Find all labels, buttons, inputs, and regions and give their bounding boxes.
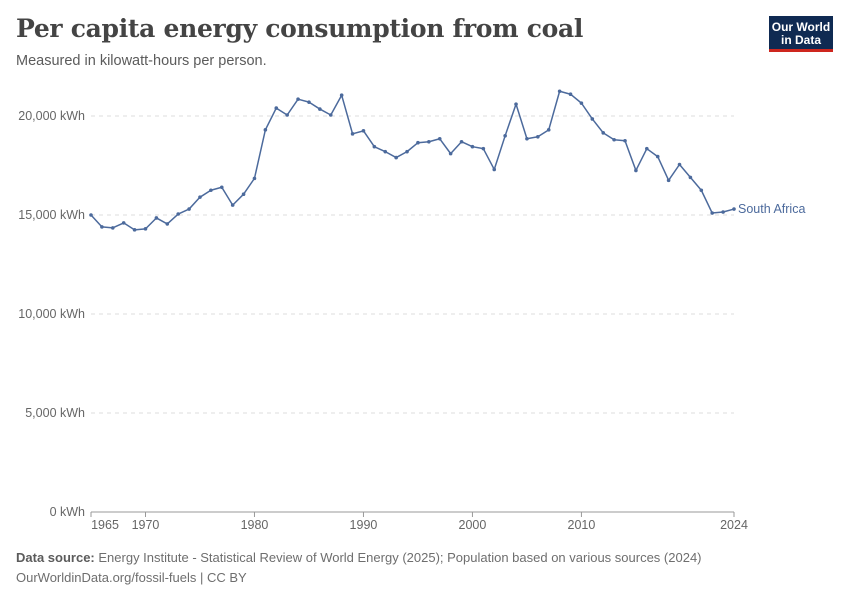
source-line: Data source: Energy Institute - Statisti… <box>16 548 702 568</box>
data-point <box>634 168 638 173</box>
data-point <box>132 228 137 232</box>
data-point <box>514 102 518 106</box>
data-point <box>165 222 170 226</box>
data-point <box>710 211 715 215</box>
x-tick-label: 1970 <box>132 518 160 532</box>
grid-layer <box>91 115 734 414</box>
data-point <box>209 188 213 193</box>
data-point <box>230 203 235 207</box>
data-point <box>557 89 562 94</box>
data-point <box>645 146 649 151</box>
data-point <box>372 144 377 149</box>
data-point <box>198 195 202 199</box>
x-tick-label: 1980 <box>241 518 269 532</box>
data-point <box>219 185 224 190</box>
data-point <box>318 107 322 111</box>
data-point <box>427 139 431 144</box>
y-tick-label: 20,000 kWh <box>18 109 85 123</box>
data-point <box>546 128 551 132</box>
data-point <box>176 212 180 216</box>
data-point <box>623 138 627 143</box>
x-tick-label: 2010 <box>568 518 596 532</box>
data-point <box>666 178 671 183</box>
data-point <box>274 106 279 110</box>
data-point <box>339 93 344 98</box>
chart-title: Per capita energy consumption from coal <box>16 14 584 43</box>
data-point <box>154 216 159 220</box>
data-point <box>579 101 584 105</box>
data-point <box>655 154 660 159</box>
data-point <box>241 192 246 197</box>
data-point <box>437 136 442 141</box>
data-point <box>361 129 366 133</box>
data-point <box>721 210 725 214</box>
series-label: South Africa <box>738 202 805 216</box>
data-point <box>590 117 595 121</box>
source-label: Data source: <box>16 550 95 565</box>
series-line <box>90 90 735 231</box>
x-tick-label: 1965 <box>91 518 119 532</box>
data-point <box>448 151 453 156</box>
data-point <box>677 162 682 167</box>
data-point <box>121 221 126 225</box>
y-tick-label: 0 kWh <box>50 505 85 519</box>
data-point <box>187 207 191 211</box>
data-point <box>296 97 300 101</box>
x-tick-label: 2000 <box>459 518 487 532</box>
data-point <box>699 188 704 193</box>
y-tick-label: 15,000 kWh <box>18 208 85 222</box>
series-layer: South Africa <box>89 89 805 232</box>
data-point <box>536 134 540 139</box>
source-link[interactable]: OurWorldinData.org/fossil-fuels | CC BY <box>16 570 247 585</box>
data-point <box>481 146 486 151</box>
footer: Data source: Energy Institute - Statisti… <box>16 548 702 588</box>
data-point <box>89 213 93 217</box>
source-text: Energy Institute - Statistical Review of… <box>98 550 702 565</box>
data-point <box>252 176 257 181</box>
data-point <box>405 149 409 154</box>
data-point <box>110 226 115 230</box>
data-point <box>601 131 606 135</box>
data-point <box>328 113 333 117</box>
data-point <box>350 132 355 136</box>
line-chart: 0 kWh 5,000 kWh 10,000 kWh 15,000 kWh 20,000… <box>18 89 805 532</box>
data-point <box>285 113 289 117</box>
data-point <box>568 92 573 97</box>
x-tick-label: 1990 <box>350 518 378 532</box>
chart-subtitle: Measured in kilowatt-hours per person. <box>16 53 267 69</box>
data-point <box>732 207 736 211</box>
data-point <box>307 100 311 104</box>
logo-line-1: Our World <box>771 20 831 34</box>
data-point <box>394 155 398 160</box>
data-point <box>100 225 104 229</box>
data-point <box>612 137 616 142</box>
y-tick-label: 5,000 kWh <box>25 406 85 420</box>
owid-logo[interactable]: Our World in Data <box>769 16 833 52</box>
data-point <box>416 140 420 145</box>
data-point <box>143 227 148 231</box>
data-point <box>263 128 268 132</box>
x-tick-label: 2024 <box>720 518 748 532</box>
data-point <box>459 139 464 144</box>
axis-layer: 0 kWh 5,000 kWh 10,000 kWh 15,000 kWh 20,000… <box>18 109 748 532</box>
y-tick-label: 10,000 kWh <box>18 307 85 321</box>
data-point <box>688 175 693 180</box>
logo-line-2: in Data <box>780 33 821 47</box>
data-point <box>470 144 475 149</box>
data-point <box>525 136 529 141</box>
data-point <box>492 167 497 172</box>
data-point <box>503 134 507 138</box>
data-point <box>383 149 388 154</box>
